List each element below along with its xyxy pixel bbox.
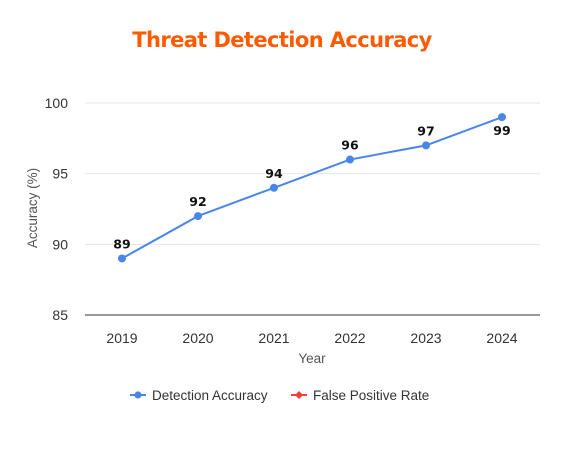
- data-label: 97: [417, 123, 434, 138]
- y-tick-label: 85: [52, 307, 68, 323]
- legend[interactable]: Detection Accuracy False Positive Rate: [130, 388, 429, 403]
- data-point[interactable]: [346, 155, 354, 164]
- y-tick-label: 100: [45, 95, 69, 111]
- data-label: 89: [113, 236, 130, 251]
- data-point[interactable]: [194, 212, 202, 221]
- data-point[interactable]: [498, 113, 506, 122]
- legend-label: False Positive Rate: [313, 388, 429, 403]
- y-tick-label: 90: [52, 236, 68, 252]
- x-tick-label: 2020: [182, 330, 213, 346]
- x-tick-label: 2019: [106, 330, 137, 346]
- x-tick-label: 2024: [486, 330, 517, 346]
- legend-label: Detection Accuracy: [152, 388, 268, 403]
- data-point[interactable]: [118, 254, 126, 263]
- legend-swatch-marker: [134, 391, 142, 399]
- data-labels: 89 92 94 96 97 99: [113, 123, 510, 251]
- x-tick-label: 2022: [334, 330, 365, 346]
- data-point[interactable]: [270, 183, 278, 192]
- x-axis-ticks: 2019 2020 2021 2022 2023 2024: [106, 330, 517, 346]
- data-label: 92: [189, 194, 206, 209]
- data-label: 96: [341, 138, 359, 153]
- data-label: 94: [265, 166, 283, 181]
- x-tick-label: 2023: [410, 330, 441, 346]
- series-layer: [118, 113, 506, 263]
- data-point[interactable]: [422, 141, 430, 150]
- x-axis-label: Year: [298, 351, 326, 366]
- legend-item[interactable]: False Positive Rate: [291, 388, 429, 403]
- legend-item[interactable]: Detection Accuracy: [130, 388, 268, 403]
- y-axis-ticks: 85 90 95 100: [45, 95, 69, 323]
- series-line: [121, 116, 503, 260]
- x-tick-label: 2021: [258, 330, 289, 346]
- chart-title: Threat Detection Accuracy: [132, 28, 432, 52]
- legend-swatch-marker: [295, 391, 303, 399]
- data-label: 99: [493, 123, 510, 138]
- y-tick-label: 95: [52, 166, 68, 182]
- y-axis-label: Accuracy (%): [25, 168, 40, 248]
